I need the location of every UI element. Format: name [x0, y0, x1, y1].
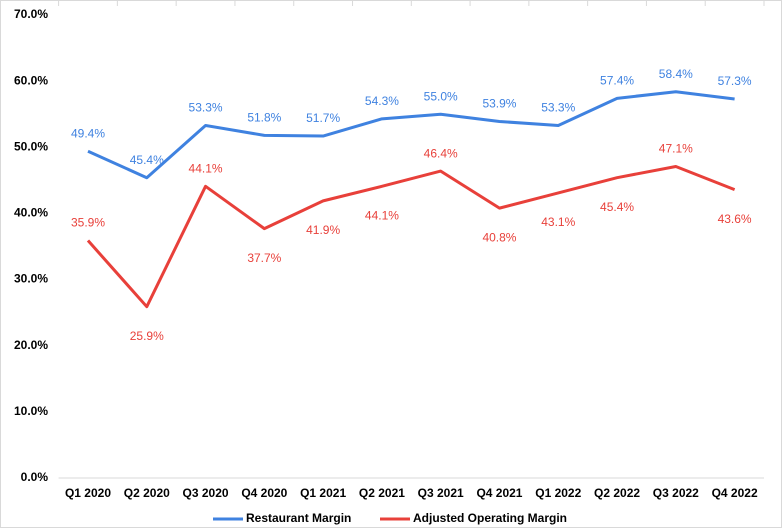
data-label: 43.1% — [541, 215, 575, 229]
x-tick-label: Q3 2021 — [418, 486, 464, 500]
data-label: 53.3% — [541, 101, 575, 115]
y-tick-label: 60.0% — [14, 73, 48, 87]
data-label: 57.4% — [600, 74, 634, 88]
data-label: 41.9% — [306, 223, 340, 237]
x-tick-label: Q2 2020 — [124, 486, 170, 500]
data-label: 46.4% — [424, 146, 458, 160]
y-tick-label: 30.0% — [14, 272, 48, 286]
y-tick-label: 10.0% — [14, 404, 48, 418]
data-label: 49.4% — [71, 126, 105, 140]
data-label: 44.1% — [365, 208, 399, 222]
data-label: 37.7% — [247, 251, 281, 265]
data-label: 57.3% — [718, 74, 752, 88]
x-tick-label: Q1 2020 — [65, 486, 111, 500]
y-tick-label: 50.0% — [14, 139, 48, 153]
x-tick-label: Q1 2022 — [535, 486, 581, 500]
legend-label: Adjusted Operating Margin — [413, 511, 567, 525]
data-label: 40.8% — [482, 230, 516, 244]
x-tick-label: Q3 2020 — [183, 486, 229, 500]
data-label: 53.9% — [482, 97, 516, 111]
y-tick-label: 0.0% — [21, 470, 49, 484]
data-label: 47.1% — [659, 142, 693, 156]
data-label: 35.9% — [71, 216, 105, 230]
data-label: 44.1% — [189, 161, 223, 175]
legend-label: Restaurant Margin — [246, 511, 351, 525]
y-tick-label: 40.0% — [14, 206, 48, 220]
data-label: 55.0% — [424, 89, 458, 103]
data-label: 51.8% — [247, 111, 281, 125]
x-tick-label: Q2 2022 — [594, 486, 640, 500]
x-tick-label: Q4 2021 — [476, 486, 522, 500]
x-tick-label: Q2 2021 — [359, 486, 405, 500]
x-tick-label: Q1 2021 — [300, 486, 346, 500]
series-line — [86, 164, 736, 309]
data-label: 53.3% — [189, 101, 223, 115]
data-label: 43.6% — [718, 212, 752, 226]
data-label: 45.4% — [130, 153, 164, 167]
data-label: 51.7% — [306, 111, 340, 125]
x-tick-label: Q4 2022 — [712, 486, 758, 500]
data-label: 45.4% — [600, 200, 634, 214]
data-label: 54.3% — [365, 94, 399, 108]
x-tick-label: Q3 2022 — [653, 486, 699, 500]
data-label: 58.4% — [659, 67, 693, 81]
series-line — [87, 90, 735, 180]
data-label: 25.9% — [130, 329, 164, 343]
x-tick-label: Q4 2020 — [241, 486, 287, 500]
y-tick-label: 70.0% — [14, 7, 48, 21]
y-tick-label: 20.0% — [14, 338, 48, 352]
